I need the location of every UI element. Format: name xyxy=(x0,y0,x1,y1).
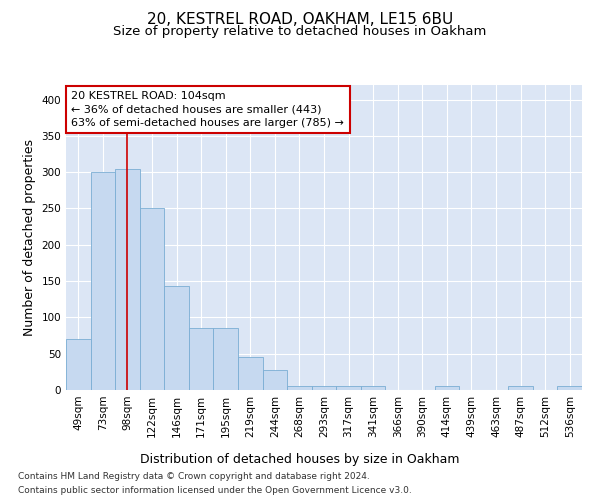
Text: Contains public sector information licensed under the Open Government Licence v3: Contains public sector information licen… xyxy=(18,486,412,495)
Bar xyxy=(238,358,263,390)
Bar xyxy=(557,386,582,390)
Bar xyxy=(214,328,238,390)
Bar xyxy=(164,286,189,390)
Bar xyxy=(263,370,287,390)
Text: 20 KESTREL ROAD: 104sqm
← 36% of detached houses are smaller (443)
63% of semi-d: 20 KESTREL ROAD: 104sqm ← 36% of detache… xyxy=(71,91,344,128)
Bar xyxy=(66,339,91,390)
Bar xyxy=(140,208,164,390)
Text: Contains HM Land Registry data © Crown copyright and database right 2024.: Contains HM Land Registry data © Crown c… xyxy=(18,472,370,481)
Text: 20, KESTREL ROAD, OAKHAM, LE15 6BU: 20, KESTREL ROAD, OAKHAM, LE15 6BU xyxy=(147,12,453,28)
Y-axis label: Number of detached properties: Number of detached properties xyxy=(23,139,36,336)
Bar xyxy=(434,386,459,390)
Bar xyxy=(189,328,214,390)
Bar xyxy=(287,386,312,390)
Text: Distribution of detached houses by size in Oakham: Distribution of detached houses by size … xyxy=(140,452,460,466)
Bar xyxy=(508,386,533,390)
Bar xyxy=(91,172,115,390)
Bar xyxy=(361,386,385,390)
Bar xyxy=(115,168,140,390)
Text: Size of property relative to detached houses in Oakham: Size of property relative to detached ho… xyxy=(113,25,487,38)
Bar xyxy=(312,386,336,390)
Bar xyxy=(336,386,361,390)
